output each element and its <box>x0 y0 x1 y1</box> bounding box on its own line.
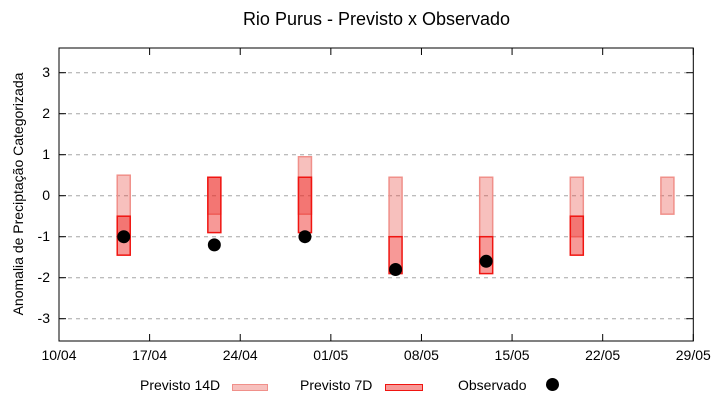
plot-border <box>58 47 694 342</box>
legend-dot-observado <box>546 378 559 391</box>
legend-swatch-previsto-7d <box>385 384 423 391</box>
x-tick-label: 08/05 <box>403 347 439 363</box>
y-tick-label: -3 <box>37 309 50 326</box>
bar-previsto-7d <box>297 176 313 234</box>
observado-dot <box>117 230 131 244</box>
y-tick-label: 0 <box>42 186 50 203</box>
y-tick-label: 1 <box>42 145 50 162</box>
x-tick-label: 29/05 <box>675 347 711 363</box>
bar-previsto-14d <box>478 176 494 238</box>
legend-label-previsto-7d: Previsto 7D <box>300 377 373 393</box>
y-tick-label: 3 <box>42 63 50 80</box>
bar-previsto-7d <box>569 215 585 256</box>
y-tick-label: -2 <box>37 268 50 285</box>
x-tick-label: 15/05 <box>494 347 530 363</box>
bar-previsto-14d <box>569 176 585 238</box>
observado-dot <box>298 230 312 244</box>
observado-dot <box>389 263 403 276</box>
x-tick-label: 24/04 <box>222 347 258 363</box>
chart-title: Rio Purus - Previsto x Observado <box>242 9 511 29</box>
bar-previsto-7d <box>207 176 222 234</box>
y-tick-label: 2 <box>42 104 50 121</box>
bar-previsto-14d <box>660 176 675 215</box>
y-tick-label: -1 <box>37 227 50 244</box>
observado-dot <box>479 254 493 268</box>
x-tick-label: 17/04 <box>132 347 168 363</box>
x-tick-label: 10/04 <box>41 347 77 363</box>
x-tick-label: 22/05 <box>585 347 621 363</box>
legend-label-observado: Observado <box>458 377 527 393</box>
x-tick-label: 01/05 <box>313 347 349 363</box>
legend-label-previsto-14d: Previsto 14D <box>140 377 221 393</box>
legend-swatch-previsto-14d <box>232 384 268 391</box>
bar-previsto-14d <box>388 176 403 238</box>
observado-dot <box>207 238 221 252</box>
